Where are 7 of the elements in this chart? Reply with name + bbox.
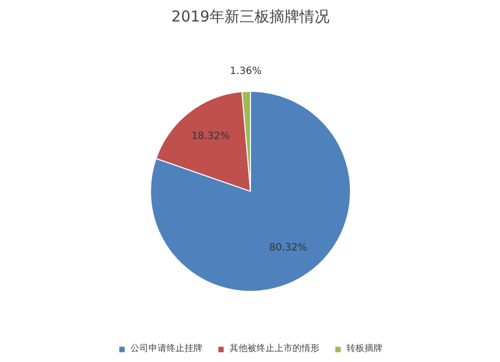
data-label: 80.32% — [269, 242, 308, 254]
chart-title: 2019年新三板摘牌情况 — [171, 8, 330, 26]
legend-label: 其他被终止上市的情形 — [230, 342, 320, 355]
legend-label: 公司申请终止挂牌 — [130, 342, 202, 355]
legend-label: 转板摘牌 — [346, 342, 382, 355]
data-label: 1.36% — [230, 66, 262, 77]
data-label: 18.32% — [192, 130, 230, 142]
